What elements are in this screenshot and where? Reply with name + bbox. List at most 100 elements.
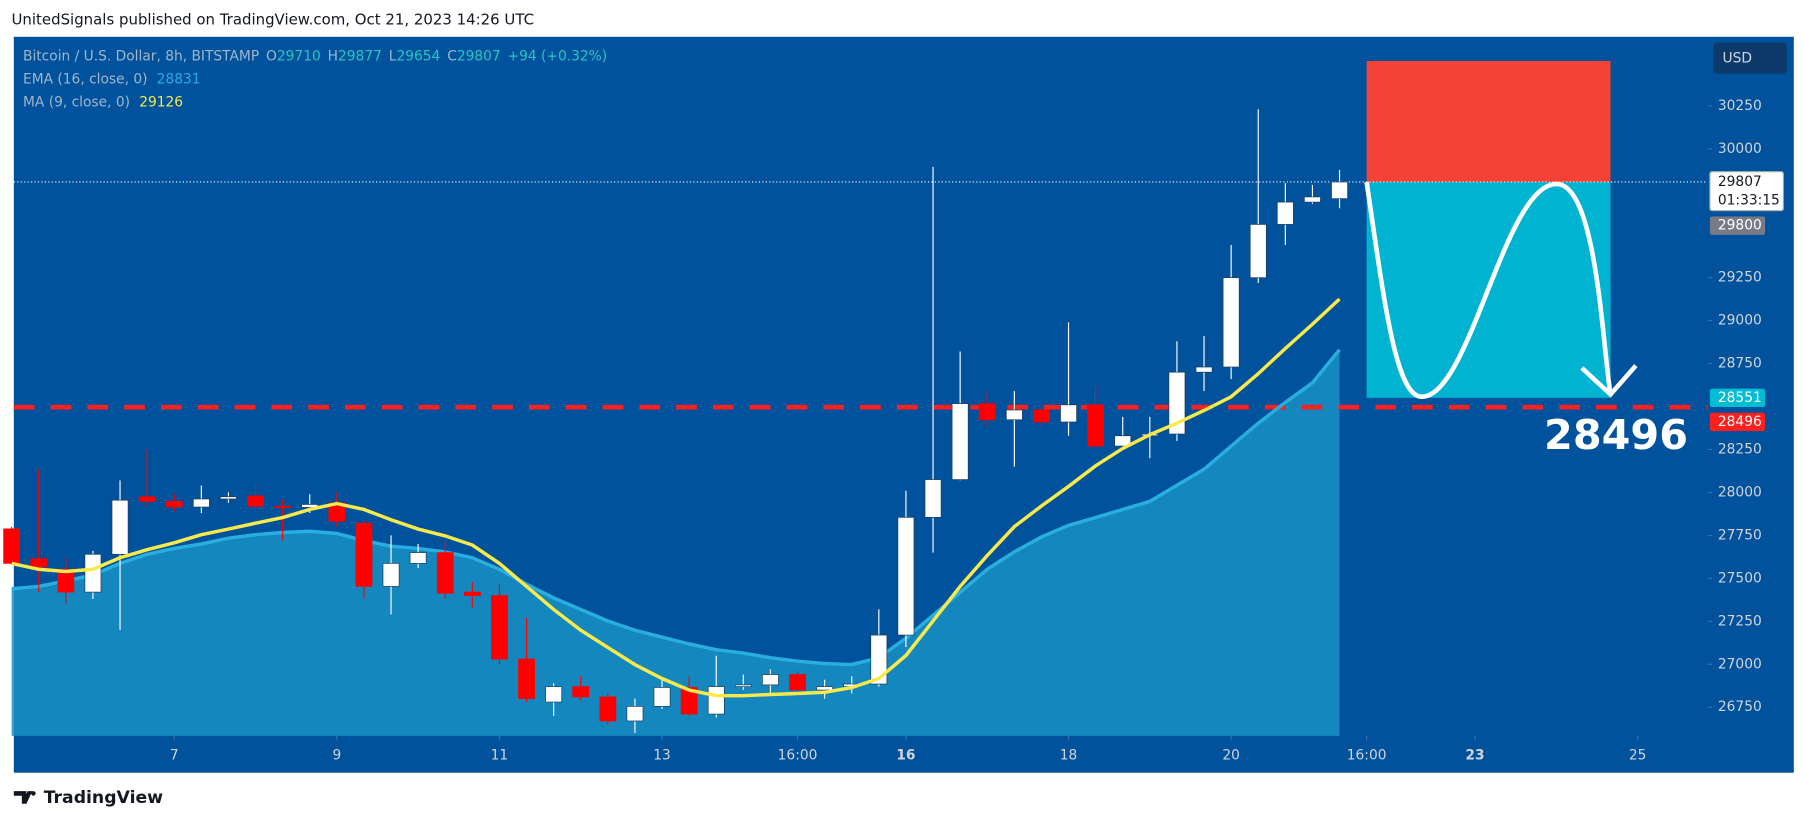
last-price-label: 29807 <box>1718 174 1762 190</box>
logo-mark <box>13 791 36 804</box>
ohlc-value: 29654 <box>396 48 440 64</box>
price-tag-label: 28551 <box>1718 390 1762 406</box>
candle-body <box>653 687 671 707</box>
x-tick-label: 13 <box>653 747 671 763</box>
candle-body <box>30 558 48 568</box>
x-tick-label: 9 <box>332 747 341 763</box>
candle-body <box>545 686 563 703</box>
y-tick-label: 29250 <box>1718 270 1762 286</box>
legend-symbol: Bitcoin / U.S. Dollar, 8h, BITSTAMP O2971… <box>23 48 607 64</box>
y-tick-label: 27000 <box>1718 656 1762 672</box>
x-tick-label: 16 <box>896 747 915 763</box>
candle-body <box>436 552 454 594</box>
candle-body <box>3 528 21 564</box>
tradingview-logo: TradingView <box>13 788 163 808</box>
candle-body <box>924 479 942 518</box>
y-tick-label: 29000 <box>1718 313 1762 329</box>
candle-body <box>1195 366 1213 373</box>
x-tick-label: 25 <box>1629 747 1647 763</box>
legend-value: 28831 <box>157 71 201 87</box>
x-tick-label: 16:00 <box>778 747 818 763</box>
candle-body <box>951 403 969 480</box>
plot: 30250 30000 29250 29000 28750 28250 28000 27750… <box>3 48 1785 763</box>
change: +94 (+0.32%) <box>508 48 608 64</box>
candle-body <box>762 674 779 686</box>
candle-body <box>1060 404 1077 423</box>
currency-button[interactable] <box>1713 42 1787 74</box>
publish-note: UnitedSignals published on TradingView.c… <box>12 11 535 29</box>
ema-line <box>11 348 1341 667</box>
y-tick-label: 27250 <box>1718 613 1762 629</box>
candle-body <box>274 505 292 508</box>
legend-entry: MA (9, close, 0) 29126 <box>23 94 183 110</box>
ohlc-key: C <box>447 48 457 64</box>
ohlc-key: L <box>389 48 397 64</box>
currency-label: USD <box>1723 51 1752 67</box>
y-tick-label: 27500 <box>1718 570 1762 586</box>
candle-body <box>816 686 834 691</box>
candle-body <box>789 674 806 691</box>
candle-body <box>870 634 888 685</box>
price-tag-label: 29800 <box>1718 218 1762 234</box>
ohlc-key: O <box>266 48 277 64</box>
candle-body <box>491 595 508 660</box>
price-tag <box>1709 388 1766 407</box>
candle-body <box>220 496 237 500</box>
x-tick-label: 11 <box>491 747 509 763</box>
candle-body <box>1222 277 1240 368</box>
candle-body <box>680 687 698 715</box>
candle-body <box>382 563 400 587</box>
ohlc-key: H <box>328 48 338 64</box>
candle-body <box>111 499 129 555</box>
x-tick-label: 16:00 <box>1347 747 1387 763</box>
forecast-curve <box>1364 181 1613 400</box>
x-tick-label: 7 <box>170 747 179 763</box>
candle-body <box>1114 435 1132 447</box>
ohlc-value: 29807 <box>457 48 501 64</box>
candle-body <box>599 696 617 722</box>
ema-area <box>11 349 1340 736</box>
candle-body <box>978 403 996 421</box>
stop-zone <box>1366 61 1611 182</box>
legend-entry: EMA (16, close, 0) 28831 <box>23 71 201 87</box>
y-tick-label: 28250 <box>1718 441 1762 457</box>
candle-body <box>301 504 319 508</box>
candle-body <box>707 686 725 715</box>
candle-body <box>734 684 752 687</box>
legend-name: MA (9, close, 0) <box>23 94 130 110</box>
legend-name: EMA (16, close, 0) <box>23 71 147 87</box>
legend-value: 29126 <box>139 94 183 110</box>
candle-body <box>355 523 373 587</box>
candle-body <box>1005 409 1023 421</box>
y-tick-label: 26750 <box>1718 699 1762 715</box>
candle-body <box>518 658 535 699</box>
candle-body <box>138 496 156 502</box>
ma-line <box>11 297 1341 698</box>
ohlc-value: 29710 <box>277 48 321 64</box>
candle-body <box>57 568 75 593</box>
x-tick-label: 23 <box>1465 747 1484 763</box>
candle-body <box>626 706 644 722</box>
y-tick-label: 28000 <box>1718 484 1762 500</box>
candle-body <box>897 517 915 636</box>
y-tick-label: 28750 <box>1718 356 1762 372</box>
price-tag <box>1709 216 1766 235</box>
y-tick-label: 30000 <box>1718 141 1762 157</box>
ohlc-value: 29877 <box>338 48 382 64</box>
candle-body <box>1276 201 1294 225</box>
candle-body <box>463 591 481 596</box>
candle-body <box>1168 371 1186 435</box>
y-tick-label: 27750 <box>1718 527 1762 543</box>
candle-body <box>1304 196 1321 203</box>
candle-body <box>1249 224 1267 279</box>
candle-body <box>192 498 210 508</box>
candle-body <box>1033 409 1050 423</box>
brand: TradingView <box>44 788 163 808</box>
last-price-tag <box>1709 171 1785 212</box>
candle-body <box>247 495 264 507</box>
candle-body <box>409 552 427 564</box>
candle-body <box>1087 404 1105 447</box>
candle-body <box>165 501 183 508</box>
forecast-arrowhead <box>1580 364 1638 398</box>
